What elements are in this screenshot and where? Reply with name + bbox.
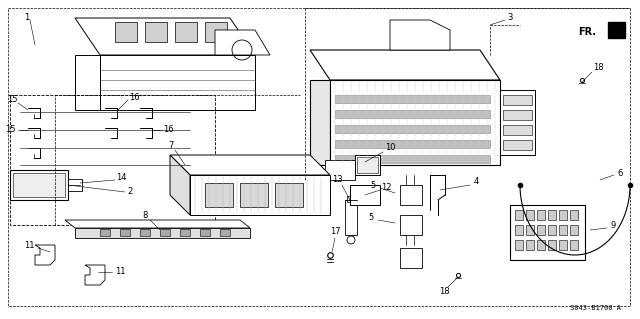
Bar [548,210,556,220]
Text: 7: 7 [168,140,173,150]
Bar [345,200,357,235]
Bar [240,183,268,207]
Bar [205,183,233,207]
Bar [548,240,556,250]
Bar [570,240,578,250]
Bar [335,140,490,148]
Polygon shape [310,80,330,165]
Text: S043-B1700 A: S043-B1700 A [570,305,621,311]
Bar [350,185,380,205]
Bar [180,229,190,236]
Bar [537,225,545,235]
Text: 11: 11 [24,241,35,249]
Text: 11: 11 [115,268,125,277]
Text: 2: 2 [127,188,132,197]
Text: 18: 18 [593,63,604,72]
Bar [13,173,65,197]
Text: 18: 18 [438,287,449,296]
Bar [355,155,380,175]
Text: 16: 16 [129,93,140,101]
Bar [559,210,567,220]
Bar [515,225,523,235]
Polygon shape [100,55,255,110]
Bar [335,95,490,103]
Text: 9: 9 [611,221,616,231]
Text: 16: 16 [163,125,173,135]
Bar [515,240,523,250]
Bar [503,140,532,150]
Bar [140,229,150,236]
Bar [537,210,545,220]
Bar [510,205,585,260]
Bar [120,229,130,236]
Bar [526,225,534,235]
Text: 8: 8 [142,211,148,219]
Text: 5: 5 [369,213,374,222]
Bar [220,229,230,236]
Text: 14: 14 [116,173,126,182]
Polygon shape [170,155,330,175]
Text: 6: 6 [618,168,623,177]
Bar [559,225,567,235]
Bar [515,210,523,220]
Bar [335,155,490,163]
Text: 17: 17 [330,227,340,236]
Bar [526,240,534,250]
Bar [347,196,355,202]
Polygon shape [145,22,167,42]
Bar [335,125,490,133]
Bar [570,210,578,220]
Text: 4: 4 [474,177,479,187]
Text: 15: 15 [4,125,15,135]
Bar [160,229,170,236]
Polygon shape [115,22,137,42]
Polygon shape [608,22,625,38]
Bar [68,179,82,191]
Polygon shape [75,55,100,110]
Polygon shape [190,175,330,215]
Polygon shape [215,30,270,55]
Bar [325,160,355,180]
Polygon shape [330,80,500,165]
Bar [559,240,567,250]
Polygon shape [75,18,255,55]
Text: 12: 12 [381,182,391,191]
Polygon shape [175,22,197,42]
Bar [500,90,535,155]
Bar [10,170,68,200]
Bar [335,110,490,118]
Bar [537,240,545,250]
Bar [400,215,422,235]
Text: 1: 1 [24,12,29,21]
Bar [100,229,110,236]
Bar [503,125,532,135]
Polygon shape [65,220,250,228]
Polygon shape [85,265,105,285]
Bar [275,183,303,207]
Polygon shape [75,228,250,238]
Polygon shape [35,245,55,265]
Bar [200,229,210,236]
Text: 15: 15 [7,94,17,103]
Text: 13: 13 [332,175,342,184]
Bar [400,248,422,268]
Polygon shape [390,20,450,50]
Text: 10: 10 [385,144,396,152]
Text: FR.: FR. [578,27,596,37]
Text: 5: 5 [371,181,376,189]
Polygon shape [205,22,227,42]
Bar [503,95,532,105]
Bar [357,157,378,173]
Bar [503,110,532,120]
Polygon shape [310,50,500,80]
Bar [526,210,534,220]
Bar [570,225,578,235]
Polygon shape [170,155,190,215]
Bar [400,185,422,205]
Bar [10,95,215,225]
Text: 3: 3 [508,12,513,21]
Bar [548,225,556,235]
